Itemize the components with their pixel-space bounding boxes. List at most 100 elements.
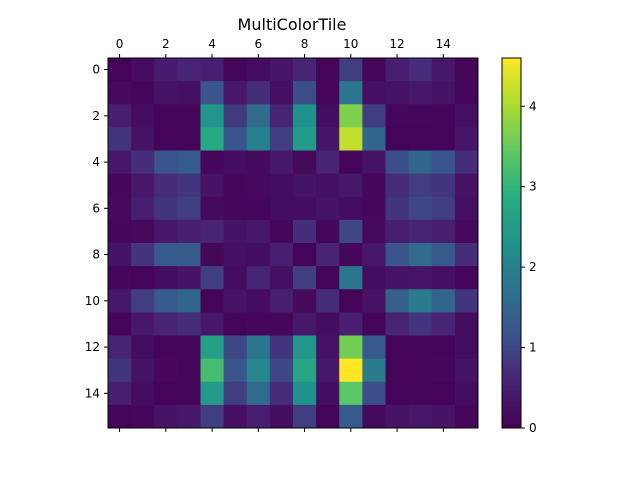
colorbar-segment: [502, 85, 521, 90]
colorbar-segment: [502, 230, 521, 235]
colorbar-segment: [502, 409, 521, 414]
heatmap-cell: [108, 289, 132, 313]
x-axis-top: 0 2 4 6 8 10 12 14: [116, 37, 451, 432]
colorbar-segment: [502, 91, 521, 96]
heatmap-cell: [454, 81, 479, 105]
heatmap-cell: [269, 104, 294, 128]
heatmap-cell: [339, 312, 363, 336]
heatmap-cell: [431, 81, 456, 105]
heatmap-cell: [131, 81, 155, 105]
colorbar-segment: [502, 307, 521, 312]
heatmap-cell: [293, 173, 317, 198]
heatmap-cell: [108, 358, 132, 383]
heatmap-cell: [108, 173, 132, 198]
heatmap-cell: [154, 219, 178, 244]
y-tick-label: 10: [85, 294, 100, 308]
heatmap-cell: [154, 127, 178, 151]
heatmap-cell: [408, 150, 433, 175]
heatmap-cell: [177, 196, 201, 221]
colorbar-segment: [502, 280, 521, 284]
heatmap-cell: [362, 150, 386, 175]
heatmap-cell: [246, 312, 271, 336]
colorbar-segment: [502, 181, 521, 185]
colorbar-segment: [502, 375, 521, 380]
y-tick-label: 12: [85, 340, 100, 354]
colorbar-tick-label: 4: [529, 99, 537, 113]
colorbar-segment: [502, 354, 521, 358]
x-tick-label: 2: [162, 37, 170, 51]
heatmap-cell: [385, 127, 410, 151]
colorbar-segment: [502, 286, 521, 290]
heatmap-cell: [339, 243, 363, 267]
heatmap-cell: [362, 127, 386, 151]
heatmap-cell: [454, 127, 479, 151]
heatmap-cell: [293, 243, 317, 267]
heatmap-cell: [339, 104, 363, 128]
heatmap-cell: [293, 312, 317, 336]
heatmap-cell: [246, 104, 271, 128]
heatmap-cell: [408, 404, 433, 429]
heatmap-cell: [339, 335, 363, 360]
heatmap-cell: [154, 173, 178, 198]
colorbar-segment: [502, 212, 521, 216]
heatmap-cell: [177, 81, 201, 105]
heatmap-cell: [362, 312, 386, 336]
colorbar-segment: [502, 350, 521, 355]
heatmap-cell: [246, 243, 271, 267]
heatmap-cell: [408, 381, 433, 406]
heatmap-cell: [408, 243, 433, 267]
heatmap-cell: [293, 127, 317, 151]
colorbar-segment: [502, 110, 521, 114]
heatmap-cell: [316, 335, 340, 360]
colorbar-frame: [501, 57, 522, 429]
colorbar-segment: [502, 147, 521, 151]
heatmap-cell: [177, 335, 201, 360]
heatmap-cell: [131, 289, 155, 313]
colorbar-segment: [502, 70, 521, 74]
colorbar-segment: [502, 283, 521, 287]
heatmap-cell: [408, 81, 433, 105]
colorbar-segment: [502, 224, 521, 229]
heatmap-cell: [269, 243, 294, 267]
colorbar-segment: [502, 394, 521, 398]
heatmap-cell: [177, 127, 201, 151]
colorbar-segment: [502, 187, 521, 192]
x-tick-label: 0: [116, 37, 124, 51]
heatmap-cell: [223, 335, 248, 360]
heatmap-cell: [339, 289, 363, 313]
y-axis: 0 2 4 6 8 10 12 14: [85, 63, 108, 400]
heatmap-cell: [339, 219, 363, 244]
heatmap-cell: [454, 335, 479, 360]
heatmap-cell: [316, 104, 340, 128]
heatmap-cell: [108, 150, 132, 175]
heatmap-cell: [293, 404, 317, 429]
heatmap-cell: [200, 150, 225, 175]
heatmap-cell: [362, 104, 386, 128]
colorbar-segment: [502, 239, 521, 244]
heatmap-cell: [200, 358, 225, 383]
heatmap-cell: [431, 335, 456, 360]
heatmap-cell: [246, 219, 271, 244]
colorbar-segment: [502, 357, 521, 361]
heatmap-cell: [154, 289, 178, 313]
heatmap-cell: [293, 104, 317, 128]
heatmap-cell: [385, 104, 410, 128]
heatmap-cell: [246, 81, 271, 105]
colorbar-segment: [502, 153, 521, 158]
colorbar-segment: [502, 116, 521, 121]
heatmap-cell: [177, 173, 201, 198]
heatmap-cell: [131, 104, 155, 128]
heatmap-cell: [200, 173, 225, 198]
heatmap-cell: [154, 196, 178, 221]
heatmap-cell: [200, 127, 225, 151]
heatmap-cell: [177, 358, 201, 383]
heatmap-cell: [131, 127, 155, 151]
colorbar-segment: [502, 178, 521, 182]
heatmap-cell: [316, 127, 340, 151]
colorbar-segment: [502, 104, 521, 108]
heatmap-cell: [246, 358, 271, 383]
heatmap-cell: [431, 150, 456, 175]
heatmap-cell: [154, 404, 178, 429]
heatmap-cell: [223, 150, 248, 175]
